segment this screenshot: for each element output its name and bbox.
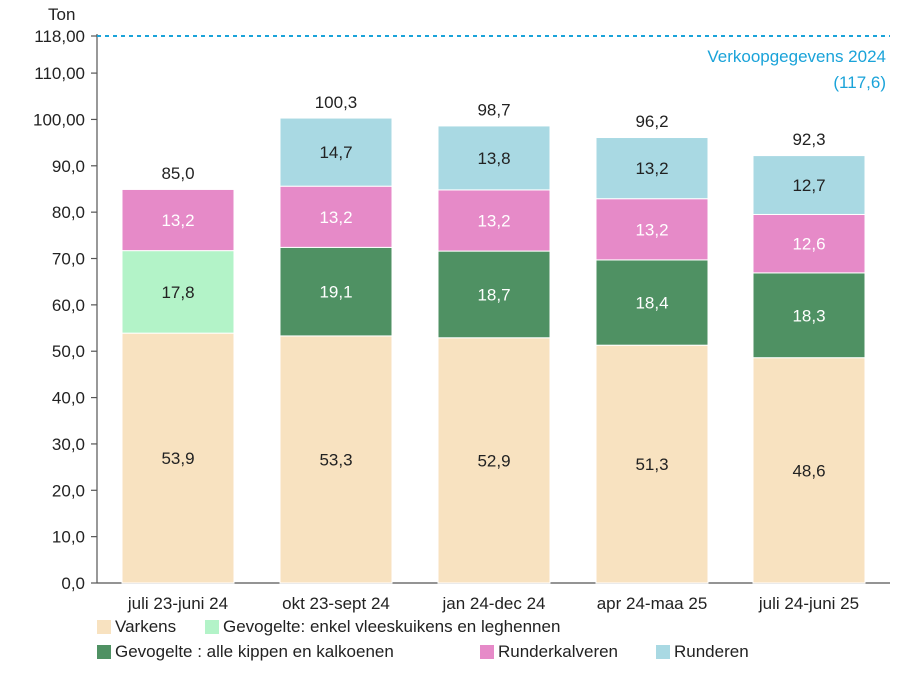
bar-segment-label: 13,8: [477, 149, 510, 168]
bar-segment: [595, 344, 709, 584]
legend-swatch: [97, 645, 111, 659]
bar-segment-label: 18,3: [792, 306, 825, 325]
legend-label: Runderkalveren: [498, 642, 618, 661]
bar-total-label: 96,2: [635, 112, 668, 131]
y-tick-label: 118,00: [34, 27, 85, 46]
bar-segment: [279, 246, 393, 337]
bar-segment: [595, 137, 709, 200]
y-tick-label: 10,0: [52, 528, 85, 547]
bar-segment: [279, 335, 393, 584]
legend-label: Runderen: [674, 642, 749, 661]
y-tick-label: 40,0: [52, 389, 85, 408]
reference-line-value: (117,6): [833, 73, 886, 92]
bar-segment-label: 17,8: [161, 283, 194, 302]
x-tick-label: juli 24-juni 25: [758, 594, 859, 613]
x-tick-label: okt 23-sept 24: [282, 594, 390, 613]
bar-segment-label: 13,2: [635, 220, 668, 239]
bar-segment: [121, 332, 235, 584]
y-tick-label: 30,0: [52, 435, 85, 454]
bar-segment-label: 53,9: [161, 449, 194, 468]
bar-segment: [437, 125, 551, 191]
bar-segment-label: 13,2: [161, 211, 194, 230]
bar-segment-label: 18,4: [635, 294, 668, 313]
bar-segment-label: 13,2: [319, 208, 352, 227]
bar-segment: [752, 272, 866, 359]
bar-total-label: 85,0: [161, 164, 194, 183]
bar-segment-label: 51,3: [635, 455, 668, 474]
bar-total-label: 98,7: [477, 100, 510, 119]
y-tick-label: 100,00: [33, 110, 85, 129]
y-tick-label: 0,0: [61, 574, 85, 593]
bar-total-label: 92,3: [792, 130, 825, 149]
legend-label: Gevogelte : alle kippen en kalkoenen: [115, 642, 394, 661]
bar-segment-label: 19,1: [319, 283, 352, 302]
bar-segment-label: 13,2: [477, 211, 510, 230]
legend-swatch: [656, 645, 670, 659]
x-tick-label: apr 24-maa 25: [597, 594, 708, 613]
bar-segment: [437, 189, 551, 252]
bar-segment: [437, 337, 551, 584]
legend-label: Gevogelte: enkel vleeskuikens en leghenn…: [223, 617, 560, 636]
bar-segment-label: 13,2: [635, 159, 668, 178]
reference-line-label: Verkoopgegevens 2024: [707, 47, 886, 66]
bar-segment-label: 52,9: [477, 451, 510, 470]
bar-segment-label: 12,6: [792, 235, 825, 254]
bar-segment-label: 14,7: [319, 143, 352, 162]
bar-segment: [752, 213, 866, 274]
y-tick-label: 80,0: [52, 203, 85, 222]
y-axis-title: Ton: [48, 5, 75, 24]
bar-segment: [595, 259, 709, 346]
x-tick-label: jan 24-dec 24: [441, 594, 545, 613]
bar-segment: [279, 117, 393, 187]
y-tick-label: 50,0: [52, 342, 85, 361]
y-tick-label: 70,0: [52, 250, 85, 269]
y-tick-label: 110,00: [34, 64, 85, 83]
x-tick-label: juli 23-juni 24: [127, 594, 228, 613]
bar-segment: [752, 155, 866, 215]
bar-total-label: 100,3: [315, 93, 358, 112]
bar-segment-label: 48,6: [792, 461, 825, 480]
y-tick-label: 60,0: [52, 296, 85, 315]
y-tick-label: 20,0: [52, 481, 85, 500]
bar-segment: [121, 188, 235, 252]
bar-segment: [437, 250, 551, 339]
bar-segment-label: 12,7: [792, 176, 825, 195]
bar-segment: [279, 185, 393, 248]
legend-swatch: [205, 620, 219, 634]
bar-segment: [595, 198, 709, 261]
legend-label: Varkens: [115, 617, 176, 636]
legend-swatch: [97, 620, 111, 634]
bar-segment: [121, 250, 235, 334]
y-tick-label: 90,0: [52, 157, 85, 176]
legend-swatch: [480, 645, 494, 659]
bar-segment-label: 18,7: [477, 285, 510, 304]
bar-segment-label: 53,3: [319, 450, 352, 469]
bar-segment: [752, 357, 866, 584]
